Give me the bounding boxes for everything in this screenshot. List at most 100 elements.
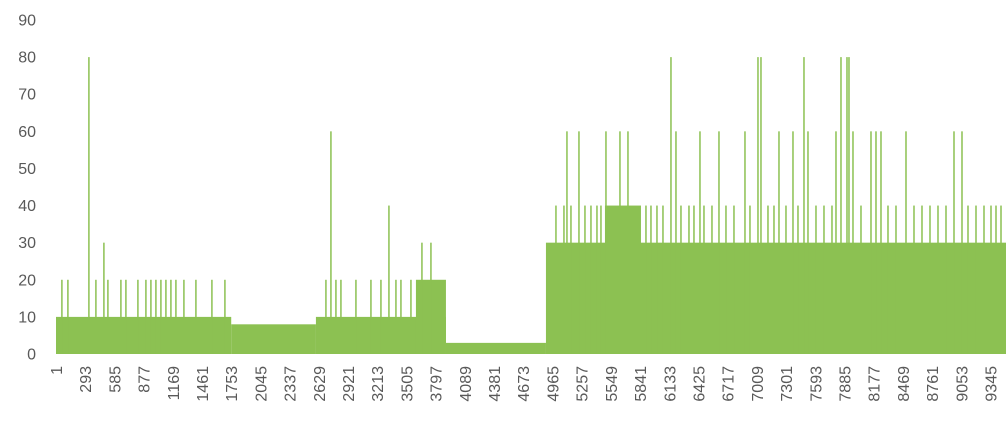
data-spike-32 — [421, 242, 423, 354]
data-spike-83 — [875, 131, 877, 354]
x-tick-label: 1169 — [166, 366, 183, 401]
data-spike-100 — [1000, 205, 1002, 354]
data-spike-5 — [103, 242, 105, 354]
data-spike-10 — [145, 279, 147, 354]
data-spike-52 — [680, 205, 682, 354]
data-spike-44 — [619, 131, 621, 354]
data-spike-24 — [340, 279, 342, 354]
x-tick-label: 9053 — [954, 366, 971, 402]
data-spike-16 — [175, 279, 177, 354]
data-spike-33 — [430, 242, 432, 354]
data-spike-57 — [711, 205, 713, 354]
y-tick-label: 80 — [18, 50, 36, 67]
x-tick-label: 6133 — [662, 366, 679, 402]
x-axis: 1 293 585 877 1169 1461 1753 2045 2337 2629 2921 32… — [49, 366, 1000, 402]
data-spike-78 — [846, 57, 848, 354]
data-spike-26 — [370, 279, 372, 354]
x-tick-label: 2337 — [283, 366, 300, 402]
data-segment-4 — [445, 342, 546, 354]
x-tick-label: 5841 — [633, 366, 650, 402]
data-spike-67 — [778, 131, 780, 354]
data-spike-65 — [767, 205, 769, 354]
data-spike-96 — [975, 205, 977, 354]
data-spike-22 — [330, 131, 332, 354]
x-tick-label: 7009 — [750, 366, 767, 402]
x-tick-label: 3213 — [370, 366, 387, 402]
data-spike-79 — [848, 57, 850, 354]
x-tick-label: 3505 — [399, 366, 416, 402]
x-tick-label: 6425 — [691, 366, 708, 402]
data-spike-46 — [645, 205, 647, 354]
data-spike-30 — [400, 279, 402, 354]
data-spike-77 — [840, 57, 842, 354]
y-tick-label: 30 — [18, 235, 36, 252]
x-tick-label: 5549 — [604, 366, 621, 402]
data-spike-2 — [67, 279, 69, 354]
data-spike-1 — [61, 279, 63, 354]
y-tick-label: 20 — [18, 272, 36, 289]
data-spike-20 — [224, 279, 226, 354]
data-spike-99 — [995, 205, 997, 354]
data-spike-40 — [590, 205, 592, 354]
x-tick-label: 8469 — [896, 366, 913, 402]
data-spike-82 — [870, 131, 872, 354]
x-tick-label: 1 — [49, 366, 66, 375]
data-spike-28 — [388, 205, 390, 354]
data-segment-1 — [56, 316, 232, 354]
x-tick-label: 7593 — [808, 366, 825, 402]
data-spike-43 — [605, 131, 607, 354]
data-spike-71 — [803, 57, 805, 354]
data-spike-47 — [650, 205, 652, 354]
data-spike-70 — [797, 205, 799, 354]
data-spike-92 — [945, 205, 947, 354]
data-spike-23 — [335, 279, 337, 354]
data-spike-98 — [990, 205, 992, 354]
data-spike-93 — [953, 131, 955, 354]
data-spike-51 — [675, 131, 677, 354]
data-spike-4 — [95, 279, 97, 354]
data-spike-6 — [107, 279, 109, 354]
data-spike-81 — [860, 205, 862, 354]
data-spike-85 — [887, 205, 889, 354]
x-tick-label: 5257 — [575, 366, 592, 402]
data-spike-41 — [596, 205, 598, 354]
data-spike-34 — [555, 205, 557, 354]
x-tick-label: 7885 — [837, 366, 854, 402]
data-spike-31 — [410, 279, 412, 354]
data-spike-25 — [355, 279, 357, 354]
data-segment-2 — [231, 324, 316, 354]
x-tick-label: 2629 — [312, 366, 329, 402]
x-tick-label: 2921 — [341, 366, 358, 402]
data-spike-29 — [395, 279, 397, 354]
data-spike-90 — [929, 205, 931, 354]
data-spike-87 — [905, 131, 907, 354]
data-spike-3 — [88, 57, 90, 354]
data-spike-68 — [785, 205, 787, 354]
data-spike-84 — [880, 131, 882, 354]
data-spike-14 — [165, 279, 167, 354]
data-spike-45 — [627, 131, 629, 354]
data-spike-63 — [757, 57, 759, 354]
x-tick-label: 8761 — [925, 366, 942, 402]
x-tick-label: 6717 — [721, 366, 738, 402]
data-spike-66 — [773, 205, 775, 354]
data-spike-59 — [725, 205, 727, 354]
data-spike-17 — [183, 279, 185, 354]
data-spike-54 — [693, 205, 695, 354]
y-tick-label: 10 — [18, 309, 36, 326]
plot-area — [56, 57, 1006, 354]
data-spike-91 — [937, 205, 939, 354]
y-tick-label: 70 — [18, 87, 36, 104]
data-spike-13 — [160, 279, 162, 354]
x-tick-label: 7301 — [779, 366, 796, 402]
data-spike-95 — [967, 205, 969, 354]
data-spike-48 — [656, 205, 658, 354]
x-tick-label: 877 — [137, 366, 154, 393]
data-spike-39 — [584, 205, 586, 354]
y-tick-label: 40 — [18, 198, 36, 215]
data-spike-38 — [578, 131, 580, 354]
data-spike-80 — [852, 131, 854, 354]
data-spike-69 — [792, 131, 794, 354]
x-tick-label: 293 — [78, 366, 95, 393]
